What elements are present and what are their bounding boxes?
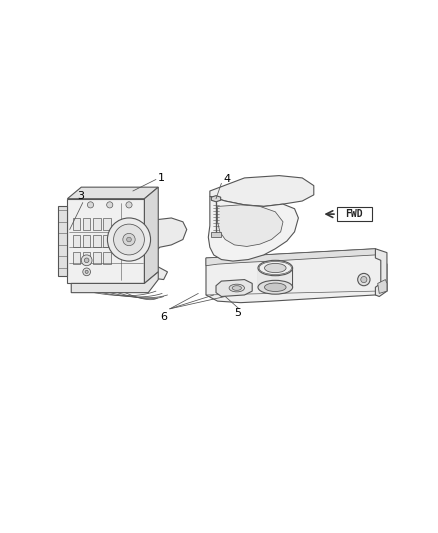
Polygon shape (216, 280, 252, 296)
FancyBboxPatch shape (73, 252, 81, 264)
Ellipse shape (259, 262, 291, 274)
Ellipse shape (229, 284, 244, 292)
Ellipse shape (258, 280, 293, 294)
Circle shape (107, 202, 113, 208)
FancyBboxPatch shape (93, 218, 100, 230)
Text: 1: 1 (158, 173, 165, 183)
FancyBboxPatch shape (103, 218, 110, 230)
Polygon shape (212, 232, 221, 237)
Text: 3: 3 (78, 191, 85, 201)
Circle shape (123, 233, 135, 246)
Circle shape (107, 218, 151, 261)
Ellipse shape (265, 283, 286, 292)
FancyBboxPatch shape (103, 252, 110, 264)
Ellipse shape (232, 286, 241, 290)
Polygon shape (206, 249, 375, 265)
Polygon shape (206, 249, 387, 303)
Text: FWD: FWD (345, 209, 363, 219)
FancyBboxPatch shape (337, 207, 371, 221)
Circle shape (83, 268, 91, 276)
FancyBboxPatch shape (93, 235, 100, 247)
Circle shape (113, 224, 145, 255)
Circle shape (127, 237, 131, 242)
FancyBboxPatch shape (83, 218, 91, 230)
Polygon shape (258, 268, 292, 287)
Ellipse shape (258, 260, 293, 276)
Polygon shape (375, 249, 387, 296)
Polygon shape (212, 196, 221, 202)
Polygon shape (378, 280, 387, 294)
Circle shape (85, 270, 88, 273)
Polygon shape (218, 205, 283, 246)
Polygon shape (71, 272, 158, 293)
Ellipse shape (265, 263, 286, 273)
Text: 4: 4 (224, 174, 231, 184)
Circle shape (126, 202, 132, 208)
Circle shape (81, 255, 92, 265)
Circle shape (85, 258, 89, 263)
Polygon shape (67, 199, 145, 284)
FancyBboxPatch shape (73, 218, 81, 230)
Polygon shape (145, 218, 187, 280)
Polygon shape (208, 196, 298, 261)
Text: 5: 5 (234, 309, 241, 318)
FancyBboxPatch shape (93, 252, 100, 264)
Circle shape (361, 277, 367, 282)
FancyBboxPatch shape (83, 252, 91, 264)
Circle shape (358, 273, 370, 286)
FancyBboxPatch shape (73, 235, 81, 247)
Text: 6: 6 (160, 311, 167, 321)
FancyBboxPatch shape (83, 235, 91, 247)
FancyBboxPatch shape (103, 235, 110, 247)
Polygon shape (210, 175, 314, 206)
Polygon shape (145, 187, 158, 284)
Polygon shape (58, 206, 67, 276)
Polygon shape (67, 187, 158, 199)
Circle shape (88, 202, 94, 208)
